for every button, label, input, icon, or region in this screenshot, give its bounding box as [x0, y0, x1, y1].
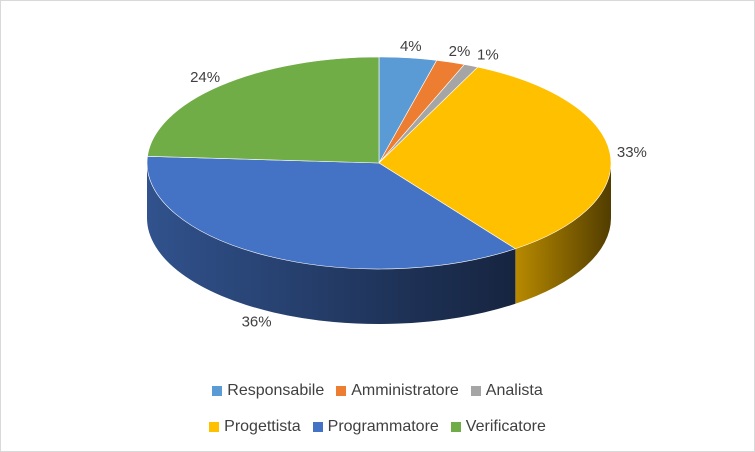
data-label-programmatore: 36%	[242, 313, 272, 330]
legend-swatch	[312, 422, 323, 432]
data-label-amministratore: 2%	[449, 43, 471, 60]
data-label-verificatore: 24%	[190, 69, 220, 86]
legend-swatch	[450, 422, 461, 432]
data-label-analista: 1%	[477, 47, 499, 64]
pie-top-faces	[146, 56, 612, 270]
legend-item-progettista: Progettista	[209, 418, 301, 436]
legend-swatch	[209, 422, 220, 432]
legend-row-1: Responsabile Amministratore Analista	[1, 373, 754, 409]
legend-item-verificatore: Verificatore	[450, 418, 546, 436]
legend: Responsabile Amministratore Analista Pro…	[1, 373, 754, 445]
legend-label: Amministratore	[351, 382, 459, 399]
legend-swatch	[212, 386, 223, 396]
legend-item-programmatore: Programmatore	[312, 418, 439, 436]
legend-swatch	[470, 386, 481, 396]
pie-chart: 4% 2% 1% 33% 36% 24%	[146, 38, 647, 330]
pie-slice-programmatore	[146, 156, 517, 270]
legend-label: Responsabile	[227, 382, 325, 399]
pie-slice-verificatore	[147, 56, 380, 164]
legend-row-2: Progettista Programmatore Verificatore	[1, 409, 754, 445]
pie-slice-progettista	[378, 66, 612, 250]
legend-item-amministratore: Amministratore	[336, 382, 459, 400]
data-label-progettista: 33%	[617, 144, 647, 161]
pie-data-labels: 4% 2% 1% 33% 36% 24%	[190, 38, 647, 330]
legend-label: Verificatore	[465, 418, 546, 435]
pie-side-programmatore	[147, 163, 516, 324]
legend-label: Programmatore	[327, 418, 439, 435]
data-label-responsabile: 4%	[400, 38, 422, 55]
pie-side-progettista	[515, 163, 611, 304]
legend-swatch	[336, 386, 347, 396]
legend-item-analista: Analista	[470, 382, 543, 400]
legend-label: Analista	[485, 382, 543, 399]
legend-item-responsabile: Responsabile	[212, 382, 324, 400]
legend-label: Progettista	[224, 418, 301, 435]
pie-side-walls	[147, 163, 611, 324]
